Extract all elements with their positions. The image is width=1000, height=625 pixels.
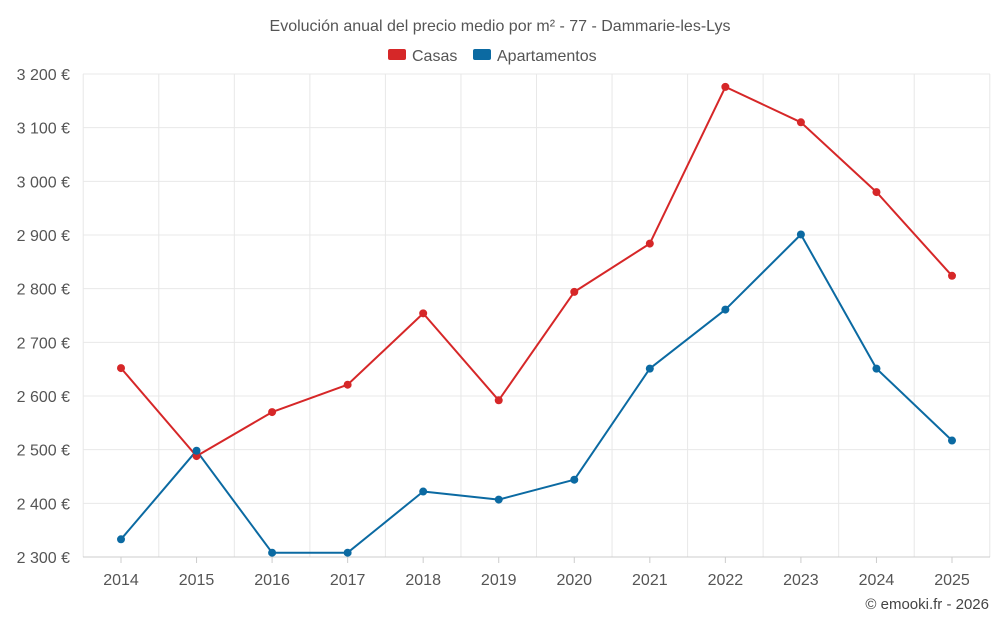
data-point-apartamentos[interactable] xyxy=(268,548,277,557)
data-point-casas[interactable] xyxy=(343,380,352,389)
data-point-apartamentos[interactable] xyxy=(796,230,805,239)
x-tick-label: 2019 xyxy=(481,572,517,589)
x-tick-label: 2024 xyxy=(859,572,895,589)
data-point-apartamentos[interactable] xyxy=(721,305,730,314)
y-tick-label: 3 000 € xyxy=(17,174,70,191)
y-axis: 2 300 € 2 400 € 2 500 € 2 600 € 2 700 € 2 800… xyxy=(17,67,70,567)
data-point-apartamentos[interactable] xyxy=(419,487,428,496)
data-point-apartamentos[interactable] xyxy=(645,364,654,373)
x-tick-label: 2025 xyxy=(934,572,970,589)
chart-title: Evolución anual del precio medio por m² … xyxy=(270,18,731,35)
y-tick-label: 2 400 € xyxy=(17,496,70,513)
data-point-apartamentos[interactable] xyxy=(117,535,125,544)
data-point-casas[interactable] xyxy=(117,364,125,373)
x-tick-label: 2018 xyxy=(405,572,441,589)
data-point-casas[interactable] xyxy=(721,82,730,91)
x-tick-label: 2016 xyxy=(254,572,290,589)
credit: © emooki.fr - 2026 xyxy=(865,596,989,613)
data-point-casas[interactable] xyxy=(796,118,805,127)
data-point-casas[interactable] xyxy=(268,408,277,417)
data-point-casas[interactable] xyxy=(872,188,881,197)
legend-label-casas[interactable]: Casas xyxy=(412,48,457,65)
legend-label-apartamentos[interactable]: Apartamentos xyxy=(497,48,597,65)
y-tick-label: 2 500 € xyxy=(17,443,70,460)
legend-swatch-casas[interactable] xyxy=(388,49,406,60)
data-point-casas[interactable] xyxy=(419,309,428,318)
data-point-casas[interactable] xyxy=(948,271,956,280)
data-point-apartamentos[interactable] xyxy=(343,548,352,557)
data-point-apartamentos[interactable] xyxy=(192,446,201,455)
y-tick-label: 3 200 € xyxy=(17,67,70,84)
series-line-casas[interactable] xyxy=(120,85,953,458)
data-point-apartamentos[interactable] xyxy=(570,475,579,484)
x-tick-label: 2015 xyxy=(179,572,215,589)
x-tick-label: 2014 xyxy=(103,572,139,589)
y-tick-label: 2 300 € xyxy=(17,550,70,567)
legend: Casas Apartamentos xyxy=(388,48,597,65)
y-tick-label: 2 900 € xyxy=(17,228,70,245)
x-tick-label: 2017 xyxy=(330,572,366,589)
series xyxy=(117,82,956,557)
y-tick-label: 2 600 € xyxy=(17,389,70,406)
data-point-casas[interactable] xyxy=(570,287,579,296)
data-point-casas[interactable] xyxy=(645,239,654,248)
x-tick-label: 2020 xyxy=(556,572,592,589)
data-point-apartamentos[interactable] xyxy=(494,495,503,504)
y-tick-label: 3 100 € xyxy=(17,121,70,138)
series-line-apartamentos[interactable] xyxy=(120,233,953,554)
x-axis: 2014 2015 2016 2017 2018 2019 2020 2021 2022 2023… xyxy=(83,556,990,589)
x-tick-label: 2023 xyxy=(783,572,819,589)
data-point-casas[interactable] xyxy=(494,396,503,405)
x-tick-label: 2022 xyxy=(708,572,744,589)
data-point-apartamentos[interactable] xyxy=(948,436,956,445)
data-point-apartamentos[interactable] xyxy=(872,364,881,373)
legend-swatch-apartamentos[interactable] xyxy=(473,49,491,60)
y-tick-label: 2 800 € xyxy=(17,282,70,299)
y-tick-label: 2 700 € xyxy=(17,335,70,352)
gridlines xyxy=(82,73,991,558)
x-tick-label: 2021 xyxy=(632,572,668,589)
